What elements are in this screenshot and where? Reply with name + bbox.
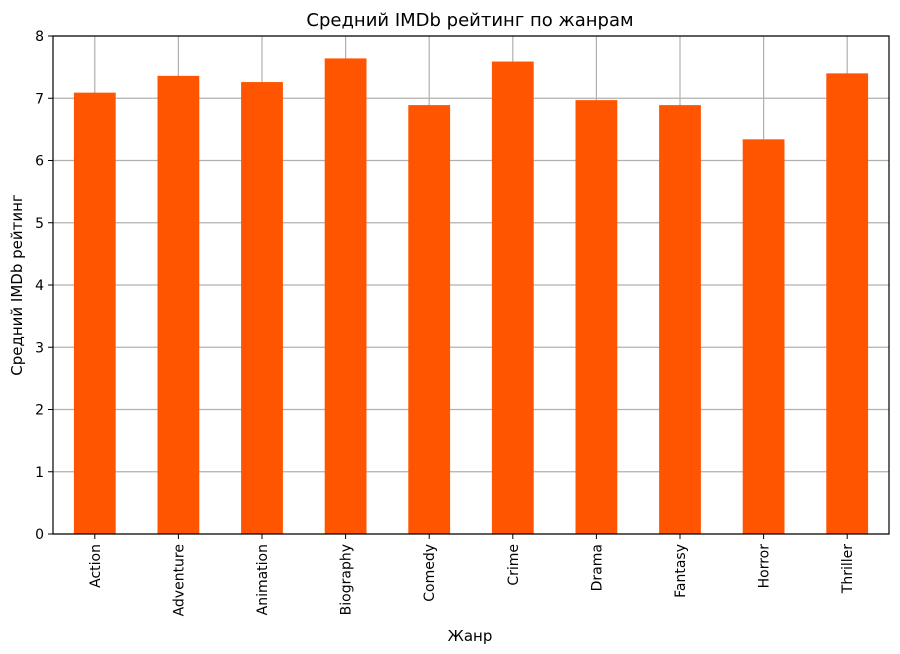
y-tick-label: 3 — [35, 340, 44, 356]
bars — [73, 58, 869, 535]
x-axis-ticks: Action Adventure Animation Biography Comedy C… — [88, 534, 856, 616]
bar — [157, 75, 200, 534]
y-tick-label: 0 — [35, 527, 44, 543]
x-tick-label: Comedy — [422, 544, 438, 602]
bar — [73, 92, 116, 535]
x-tick-label: Adventure — [171, 544, 187, 616]
x-tick-label: Fantasy — [673, 544, 689, 598]
bar — [491, 61, 534, 535]
y-axis-ticks: 0 1 2 3 4 5 6 7 8 — [35, 29, 53, 543]
x-tick-label: Crime — [506, 544, 522, 586]
x-tick-label: Drama — [589, 544, 605, 591]
bar — [659, 105, 701, 534]
y-tick-label: 2 — [35, 403, 44, 419]
bar — [241, 82, 283, 534]
x-tick-label: Action — [88, 544, 104, 588]
y-axis-title: Средний IMDb рейтинг — [8, 194, 26, 376]
x-tick-label: Biography — [339, 544, 355, 615]
y-tick-label: 4 — [35, 278, 44, 294]
bar — [324, 58, 367, 534]
bar — [575, 100, 618, 535]
x-tick-label: Animation — [255, 544, 271, 615]
bar — [408, 105, 451, 534]
bar — [826, 73, 869, 534]
y-tick-label: 1 — [35, 465, 44, 481]
chart-title: Средний IMDb рейтинг по жанрам — [306, 10, 633, 31]
bar — [742, 139, 785, 534]
y-tick-label: 8 — [35, 29, 44, 45]
x-tick-label: Horror — [757, 544, 773, 589]
y-tick-label: 5 — [35, 216, 44, 232]
x-tick-label: Thriller — [840, 544, 856, 594]
y-tick-label: 7 — [35, 91, 44, 107]
x-axis-title: Жанр — [448, 627, 493, 645]
y-tick-label: 6 — [35, 154, 44, 170]
